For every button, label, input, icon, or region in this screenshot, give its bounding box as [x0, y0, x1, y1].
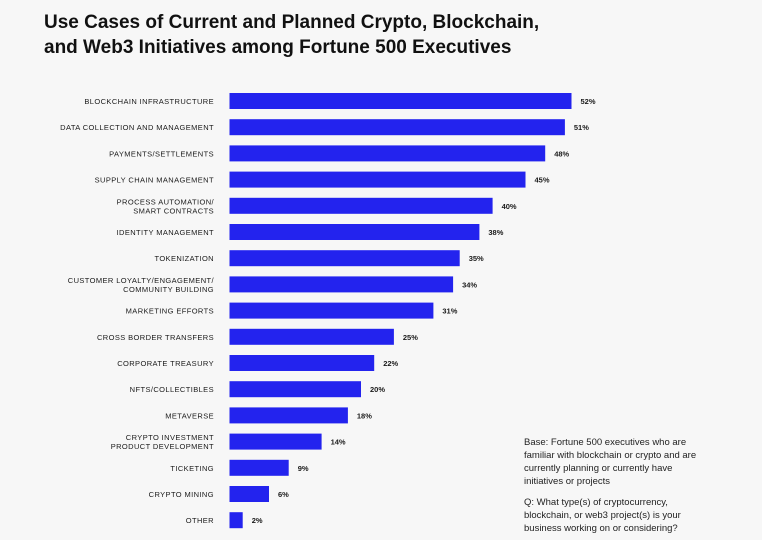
value-label: 52%	[581, 97, 596, 106]
bar	[229, 171, 526, 188]
value-label: 45%	[535, 176, 550, 185]
value-label: 6%	[278, 490, 289, 499]
category-label: PROCESS AUTOMATION/SMART CONTRACTS	[117, 197, 215, 215]
chart-title: Use Cases of Current and Planned Crypto,…	[44, 10, 604, 60]
category-label: BLOCKCHAIN INFRASTRUCTURE	[84, 97, 214, 106]
question-note: Q: What type(s) of cryptocurrency, block…	[524, 497, 681, 534]
category-label: METAVERSE	[165, 411, 214, 420]
category-label: SUPPLY CHAIN MANAGEMENT	[95, 176, 214, 185]
bar	[229, 224, 480, 240]
category-label: CRYPTO INVESTMENT PRODUCT DEVELOPMENT	[111, 433, 214, 451]
category-label: CROSS BORDER TRANSFERS	[97, 333, 214, 342]
chart-title-line-1: Use Cases of Current and Planned Crypto,…	[44, 12, 540, 33]
value-label: 34%	[462, 280, 477, 289]
category-label: IDENTITY MANAGEMENT	[117, 228, 214, 237]
category-label: TOKENIZATION	[154, 254, 214, 263]
bar	[229, 355, 375, 371]
category-label: CRYPTO MINING	[149, 490, 214, 499]
value-label: 18%	[357, 411, 372, 420]
bar	[229, 459, 289, 476]
bar	[229, 145, 546, 162]
value-label: 9%	[298, 464, 309, 473]
bar	[229, 93, 572, 109]
bar	[229, 407, 348, 424]
value-label: 22%	[383, 359, 398, 368]
category-label: MARKETING EFFORTS	[126, 307, 214, 316]
value-label: 31%	[442, 307, 457, 316]
bar	[229, 302, 434, 319]
bar	[229, 486, 269, 502]
bar	[229, 250, 460, 267]
value-label: 20%	[370, 385, 385, 394]
value-label: 2%	[252, 516, 263, 525]
category-label: CORPORATE TREASURY	[117, 359, 214, 368]
value-label: 48%	[554, 149, 569, 158]
bar	[229, 381, 361, 398]
category-label: NFTS/COLLECTIBLES	[130, 385, 214, 394]
chart-title-line-2: and Web3 Initiatives among Fortune 500 E…	[44, 37, 512, 58]
category-label: CUSTOMER LOYALTY/ENGAGEMENT/COMMUNITY BU…	[68, 276, 215, 294]
bar	[229, 512, 243, 529]
base-note: Base: Fortune 500 executives who are fam…	[524, 437, 697, 487]
value-label: 38%	[488, 228, 503, 237]
bar	[229, 433, 322, 450]
value-label: 51%	[574, 123, 589, 132]
value-label: 14%	[331, 438, 346, 447]
bar	[229, 328, 394, 345]
value-label: 40%	[502, 202, 517, 211]
category-label: PAYMENTS/SETTLEMENTS	[109, 149, 214, 158]
category-label: DATA COLLECTION AND MANAGEMENT	[60, 123, 214, 132]
value-label: 25%	[403, 333, 418, 342]
value-label: 35%	[469, 254, 484, 263]
bar	[229, 119, 565, 136]
category-label: OTHER	[186, 516, 214, 525]
bar	[229, 197, 493, 214]
category-label: TICKETING	[170, 464, 214, 473]
bar	[229, 276, 454, 293]
